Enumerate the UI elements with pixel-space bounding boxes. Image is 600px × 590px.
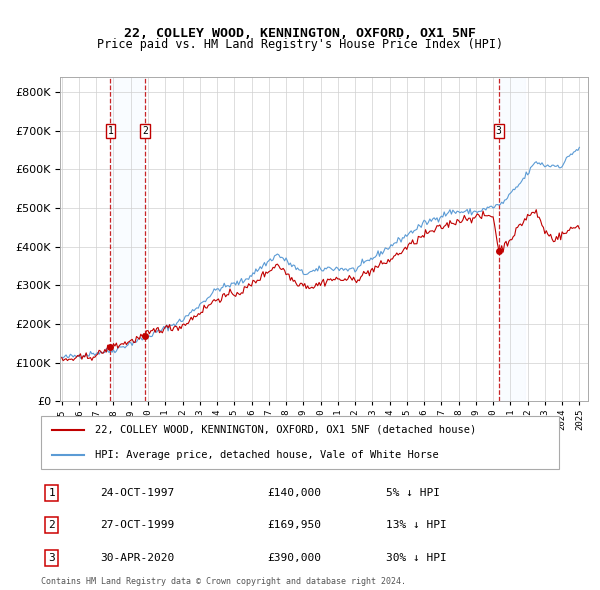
Text: 2: 2 xyxy=(142,126,148,136)
Text: 22, COLLEY WOOD, KENNINGTON, OXFORD, OX1 5NF (detached house): 22, COLLEY WOOD, KENNINGTON, OXFORD, OX1… xyxy=(95,425,476,434)
Text: £140,000: £140,000 xyxy=(268,489,322,498)
Text: Contains HM Land Registry data © Crown copyright and database right 2024.: Contains HM Land Registry data © Crown c… xyxy=(41,578,406,586)
Text: 1: 1 xyxy=(107,126,113,136)
FancyBboxPatch shape xyxy=(41,416,559,469)
Text: 24-OCT-1997: 24-OCT-1997 xyxy=(100,489,175,498)
Text: 30-APR-2020: 30-APR-2020 xyxy=(100,553,175,563)
Text: 27-OCT-1999: 27-OCT-1999 xyxy=(100,520,175,530)
Text: Price paid vs. HM Land Registry's House Price Index (HPI): Price paid vs. HM Land Registry's House … xyxy=(97,38,503,51)
Text: 3: 3 xyxy=(496,126,502,136)
Text: 2: 2 xyxy=(48,520,55,530)
Text: 5% ↓ HPI: 5% ↓ HPI xyxy=(386,489,440,498)
Text: 1: 1 xyxy=(48,489,55,498)
Text: 3: 3 xyxy=(48,553,55,563)
Text: 13% ↓ HPI: 13% ↓ HPI xyxy=(386,520,447,530)
Text: £169,950: £169,950 xyxy=(268,520,322,530)
Text: £390,000: £390,000 xyxy=(268,553,322,563)
Bar xyxy=(499,77,524,401)
Text: HPI: Average price, detached house, Vale of White Horse: HPI: Average price, detached house, Vale… xyxy=(95,451,439,460)
Text: 30% ↓ HPI: 30% ↓ HPI xyxy=(386,553,447,563)
Bar xyxy=(110,77,145,401)
Text: 22, COLLEY WOOD, KENNINGTON, OXFORD, OX1 5NF: 22, COLLEY WOOD, KENNINGTON, OXFORD, OX1… xyxy=(124,27,476,40)
